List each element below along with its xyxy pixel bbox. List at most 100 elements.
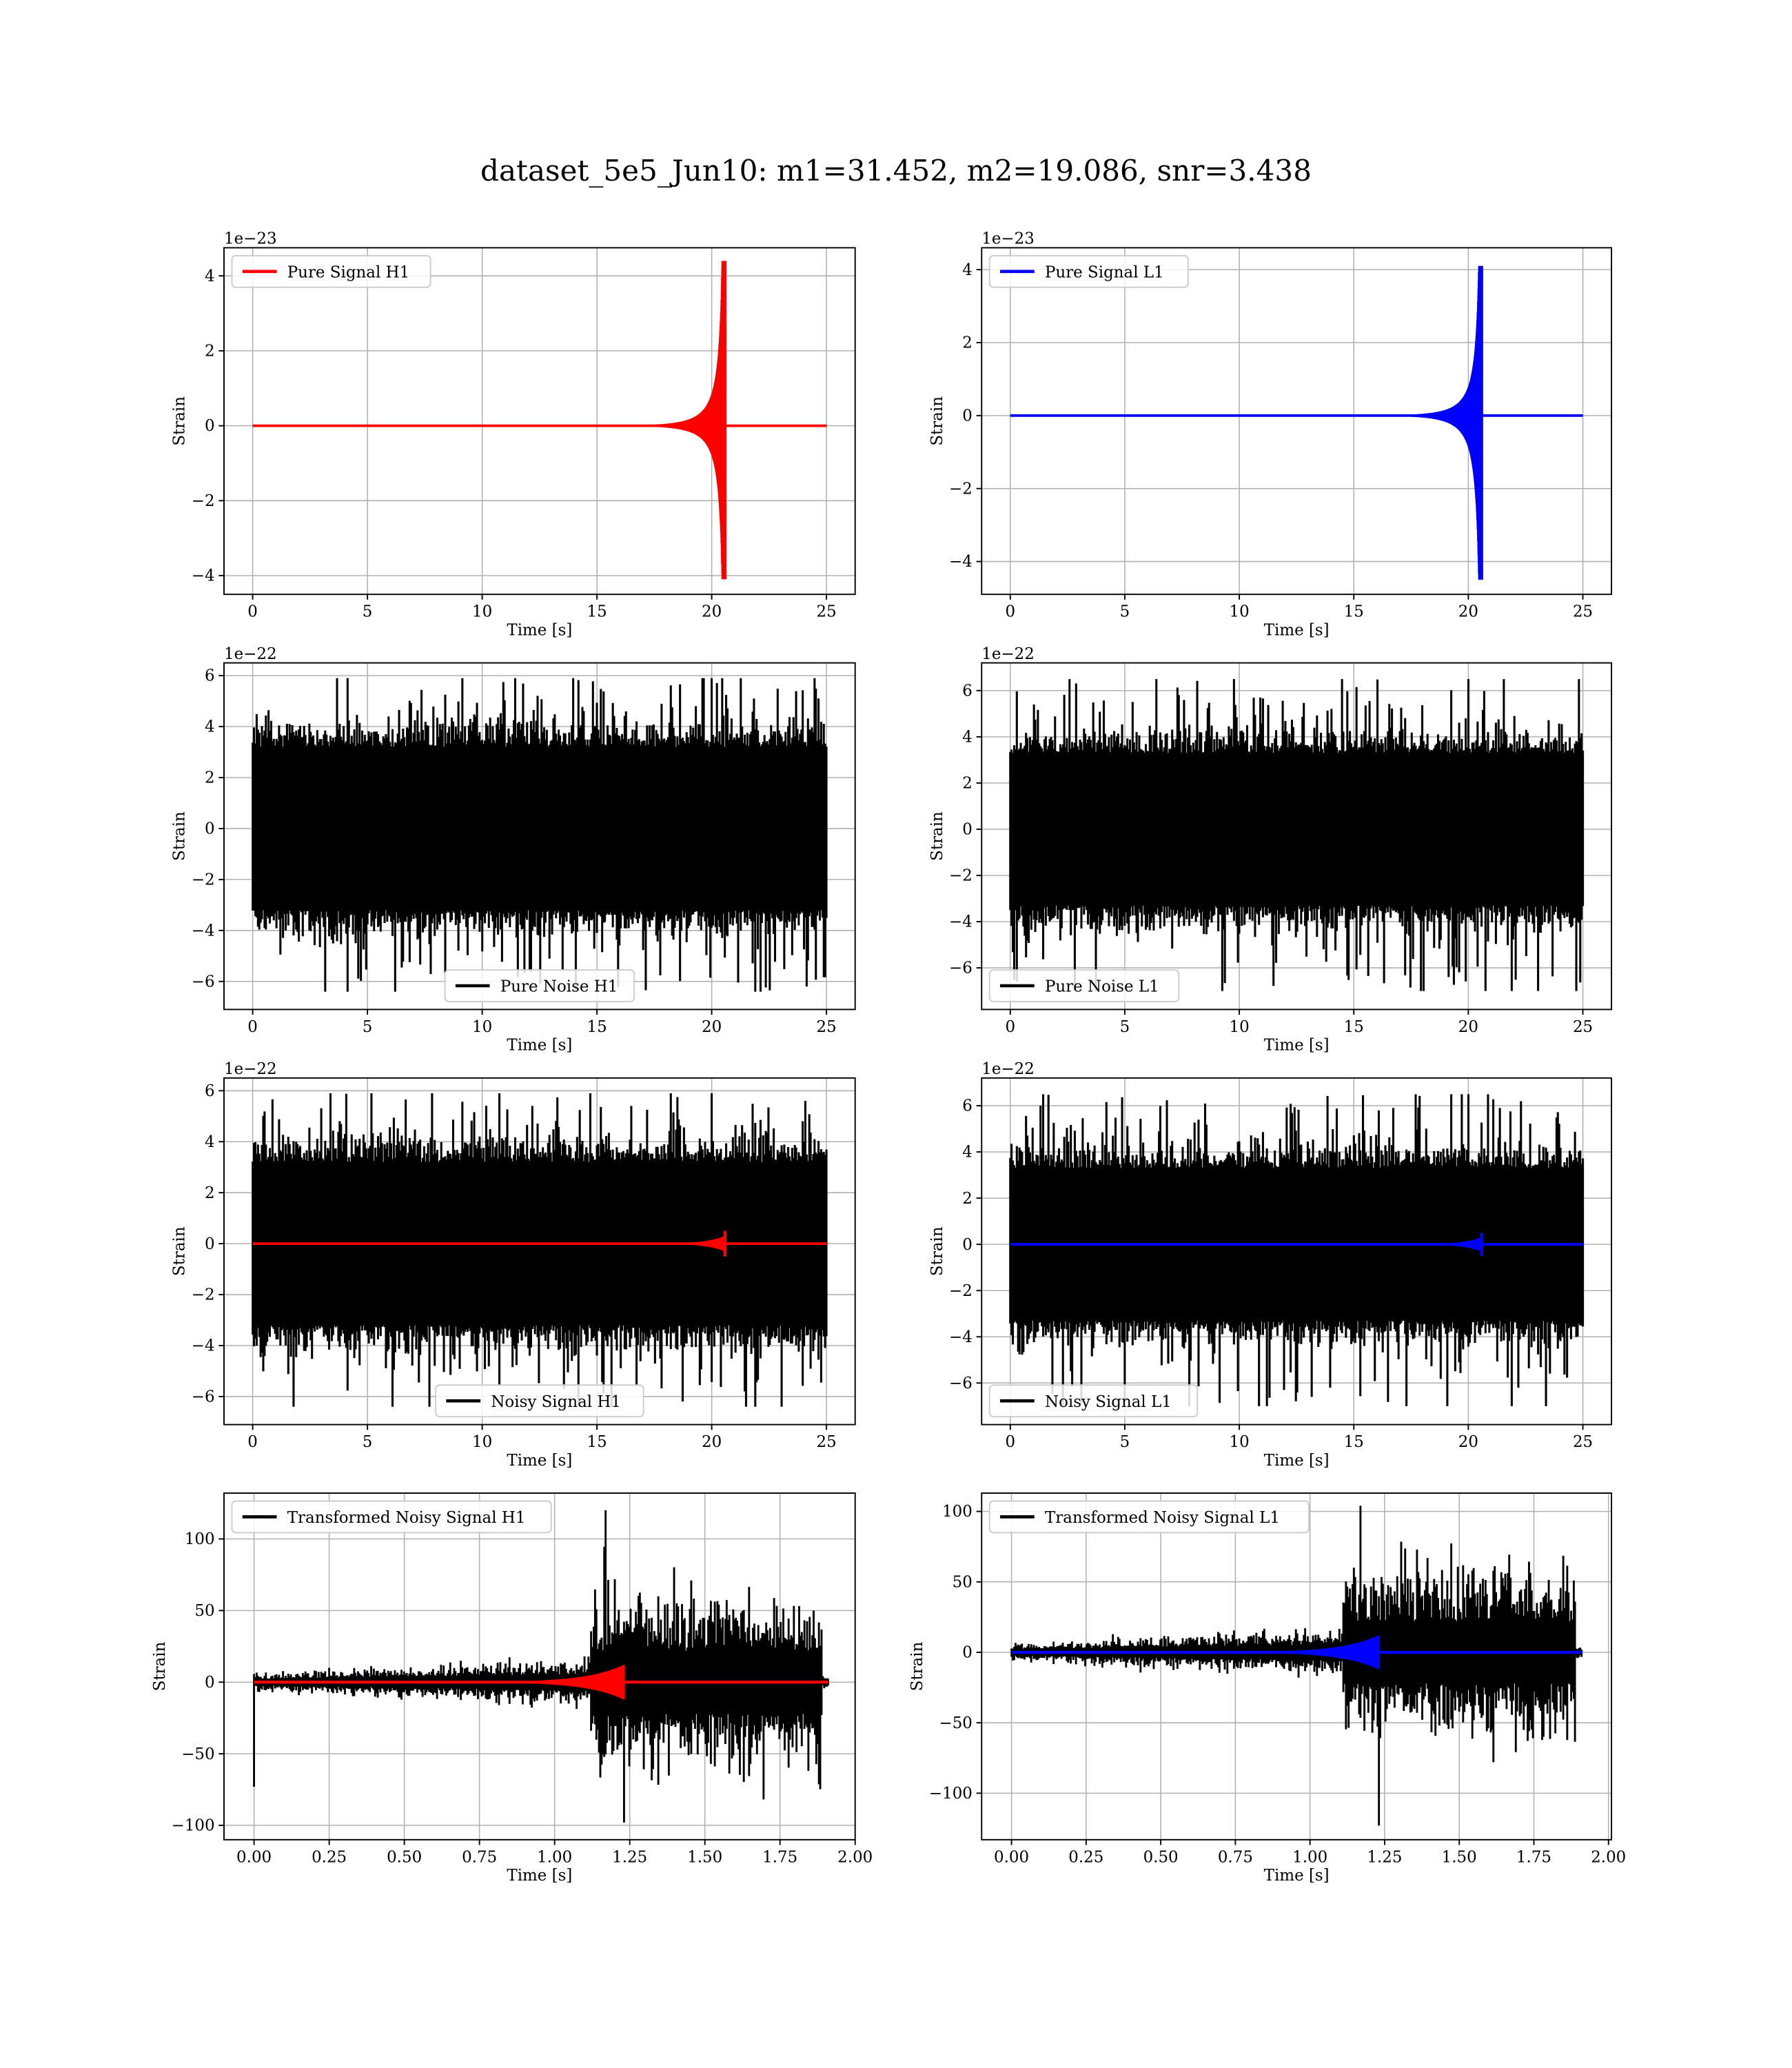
y-axis-label: Strain bbox=[928, 396, 946, 446]
y-tick-label: −2 bbox=[192, 871, 215, 889]
subplot-4: 0 5 10 15 20 25 −6 −4 −2 0 2 4 6 Time [s] Strain 1e−22 P… bbox=[928, 645, 1613, 1055]
plot-area bbox=[1009, 679, 1585, 991]
legend-box bbox=[988, 1500, 1310, 1534]
x-tick-label: 2.00 bbox=[837, 1848, 873, 1866]
y-tick-label: 6 bbox=[962, 682, 973, 700]
y-tick-label: 0 bbox=[962, 821, 973, 839]
legend: Pure Noise H1 bbox=[444, 969, 635, 1002]
x-tick-label: 20 bbox=[702, 1018, 722, 1036]
legend-box bbox=[988, 254, 1189, 288]
y-tick-label: −50 bbox=[181, 1745, 214, 1763]
plot-area bbox=[252, 1093, 828, 1407]
y-axis-label: Strain bbox=[928, 811, 946, 861]
legend-box bbox=[231, 1500, 552, 1534]
x-tick-label: 25 bbox=[817, 1018, 837, 1036]
noise-trace bbox=[253, 1510, 829, 1823]
x-tick-label: 0 bbox=[1006, 603, 1016, 621]
x-tick-label: 1.00 bbox=[537, 1848, 572, 1866]
y-tick-label: −2 bbox=[949, 867, 973, 885]
y-tick-label: 2 bbox=[962, 1190, 973, 1208]
subplot-5: 0 5 10 15 20 25 −6 −4 −2 0 2 4 6 Time [s] Strain 1e−22 N… bbox=[171, 1060, 856, 1470]
y-tick-label: −2 bbox=[949, 1282, 973, 1300]
plot-area bbox=[1010, 1506, 1583, 1826]
legend: Noisy Signal L1 bbox=[988, 1384, 1199, 1418]
legend-box bbox=[988, 969, 1180, 1002]
y-tick-label: 0 bbox=[205, 417, 215, 435]
y-tick-label: 100 bbox=[942, 1503, 973, 1521]
y-tick-label: 4 bbox=[205, 718, 215, 736]
y-tick-label: −6 bbox=[192, 1388, 215, 1406]
axes-frame bbox=[981, 1077, 1613, 1426]
x-tick-label: 15 bbox=[1344, 1018, 1364, 1036]
axes-frame bbox=[223, 1492, 856, 1841]
legend-box bbox=[435, 1384, 644, 1418]
legend-box bbox=[988, 1384, 1199, 1418]
x-axis-label: Time [s] bbox=[1264, 1867, 1330, 1885]
axis-offset-label: 1e−22 bbox=[224, 1060, 277, 1078]
legend: Pure Noise L1 bbox=[988, 969, 1180, 1002]
x-tick-label: 5 bbox=[363, 1018, 373, 1036]
legend: Pure Signal H1 bbox=[231, 254, 431, 288]
legend-label: Transformed Noisy Signal L1 bbox=[1045, 1509, 1280, 1527]
axes-frame bbox=[981, 662, 1613, 1011]
x-tick-label: 15 bbox=[587, 603, 607, 621]
axes-frame bbox=[981, 247, 1613, 596]
y-tick-label: 2 bbox=[962, 775, 973, 793]
y-tick-label: 6 bbox=[205, 1082, 215, 1100]
x-tick-label: 25 bbox=[817, 1433, 837, 1451]
y-tick-label: −4 bbox=[192, 1337, 215, 1355]
y-tick-label: −4 bbox=[192, 567, 215, 585]
legend: Pure Signal L1 bbox=[988, 254, 1189, 288]
legend-label: Pure Signal H1 bbox=[287, 263, 409, 281]
x-tick-label: 10 bbox=[1230, 1433, 1250, 1451]
plot-area bbox=[1010, 265, 1583, 580]
y-axis-label: Strain bbox=[171, 811, 189, 861]
y-tick-label: 2 bbox=[962, 334, 973, 352]
x-tick-label: 5 bbox=[363, 603, 373, 621]
y-tick-label: 0 bbox=[962, 1644, 973, 1662]
y-tick-label: 4 bbox=[962, 1144, 973, 1162]
x-tick-label: 10 bbox=[472, 1018, 492, 1036]
noise-trace bbox=[252, 678, 828, 992]
y-tick-label: −50 bbox=[939, 1714, 972, 1732]
legend-label: Pure Signal L1 bbox=[1045, 263, 1164, 281]
y-axis-label: Strain bbox=[151, 1641, 169, 1691]
legend-label: Pure Noise H1 bbox=[500, 978, 618, 996]
x-tick-label: 5 bbox=[1120, 1433, 1130, 1451]
y-axis-label: Strain bbox=[171, 1226, 189, 1276]
y-tick-label: 0 bbox=[205, 820, 215, 838]
x-tick-label: 1.50 bbox=[1442, 1848, 1477, 1866]
x-tick-label: 1.75 bbox=[762, 1848, 797, 1866]
x-axis-label: Time [s] bbox=[1264, 1452, 1330, 1470]
y-tick-label: −4 bbox=[949, 553, 973, 571]
legend-label: Transformed Noisy Signal H1 bbox=[287, 1509, 526, 1527]
x-tick-label: 25 bbox=[1573, 1018, 1593, 1036]
x-tick-label: 0.75 bbox=[1218, 1848, 1253, 1866]
axes-frame bbox=[223, 247, 856, 596]
x-axis-label: Time [s] bbox=[507, 1867, 572, 1885]
y-tick-label: −6 bbox=[192, 973, 215, 991]
legend: Transformed Noisy Signal H1 bbox=[231, 1500, 552, 1534]
x-tick-label: 5 bbox=[363, 1433, 373, 1451]
x-tick-label: 15 bbox=[587, 1018, 607, 1036]
x-tick-label: 1.75 bbox=[1516, 1848, 1551, 1866]
noise-trace bbox=[1009, 679, 1585, 991]
x-tick-label: 0 bbox=[247, 1433, 258, 1451]
x-tick-label: 15 bbox=[587, 1433, 607, 1451]
y-tick-label: −6 bbox=[949, 1375, 973, 1392]
axis-offset-label: 1e−22 bbox=[224, 645, 277, 663]
subplot-1: 0 5 10 15 20 25 −4 −2 0 2 4 Time [s] Strain 1e−23 Pure… bbox=[171, 230, 856, 639]
x-tick-label: 15 bbox=[1344, 1433, 1364, 1451]
y-tick-label: 4 bbox=[962, 261, 973, 279]
y-axis-label: Strain bbox=[908, 1641, 926, 1691]
plot-area bbox=[252, 678, 828, 992]
y-tick-label: 4 bbox=[962, 729, 973, 747]
subplot-2: 0 5 10 15 20 25 −4 −2 0 2 4 Time [s] Strain 1e−23 Pure… bbox=[928, 230, 1613, 639]
x-tick-label: 0.00 bbox=[994, 1848, 1029, 1866]
subplot-6: 0 5 10 15 20 25 −6 −4 −2 0 2 4 6 Time [s] Strain 1e−22 N… bbox=[928, 1060, 1613, 1470]
x-tick-label: 20 bbox=[1458, 603, 1478, 621]
x-tick-label: 10 bbox=[1230, 1018, 1250, 1036]
legend-box bbox=[231, 254, 431, 288]
noise-trace bbox=[252, 1093, 828, 1407]
y-tick-label: 4 bbox=[205, 1133, 215, 1151]
